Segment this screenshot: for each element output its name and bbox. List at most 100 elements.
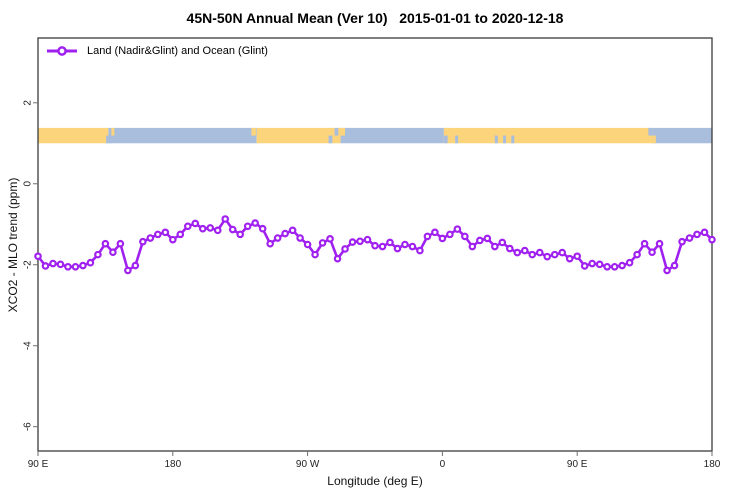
data-point-marker: [513, 248, 522, 257]
data-point-marker: [535, 248, 544, 257]
data-point-marker: [700, 228, 709, 237]
data-point-marker: [550, 250, 559, 259]
map-strip-detail: [111, 127, 115, 136]
data-point-marker: [281, 229, 289, 238]
data-point-marker: [318, 239, 327, 247]
data-point-marker: [183, 222, 192, 231]
map-strip-detail: [328, 135, 333, 144]
data-point-marker: [303, 240, 312, 249]
data-point-marker: [326, 235, 334, 243]
data-point-marker: [461, 232, 469, 241]
data-point-marker: [625, 258, 634, 267]
map-strip-segment: [340, 127, 444, 144]
data-point-marker: [588, 259, 596, 268]
map-strip-detail: [648, 127, 653, 136]
data-point-marker: [446, 230, 454, 239]
data-point-marker: [348, 238, 357, 246]
data-point-marker: [341, 245, 349, 253]
data-point-marker: [213, 226, 222, 235]
data-point-marker: [64, 262, 72, 271]
data-point-marker: [236, 230, 245, 239]
data-point-marker: [41, 262, 50, 270]
data-point-marker: [505, 244, 514, 253]
y-tick-label: -6: [23, 422, 34, 431]
data-point-marker: [655, 239, 664, 248]
data-point-marker: [371, 241, 379, 250]
map-strip-segment: [443, 127, 653, 144]
map-strip-segment: [108, 127, 257, 144]
data-point-marker: [176, 230, 185, 239]
data-point-marker: [663, 266, 671, 275]
x-tick-label: 90 E: [28, 459, 49, 470]
map-strip-detail: [511, 135, 515, 144]
y-tick-label: 2: [23, 100, 34, 106]
data-point-marker: [610, 262, 619, 271]
data-point-marker: [423, 232, 432, 241]
x-axis-title: Longitude (deg E): [327, 474, 423, 488]
map-strip-detail: [106, 135, 112, 144]
data-point-marker: [146, 234, 155, 242]
data-point-marker: [101, 239, 110, 248]
data-point-marker: [648, 248, 656, 256]
data-point-marker: [378, 242, 387, 251]
map-strip-segment: [38, 127, 109, 144]
x-tick-label: 90 W: [296, 459, 320, 470]
data-point-marker: [693, 230, 701, 239]
data-point-marker: [678, 237, 686, 246]
data-point-marker: [273, 234, 282, 242]
data-point-marker: [79, 261, 87, 270]
data-point-marker: [468, 242, 477, 251]
data-point-marker: [124, 266, 132, 275]
data-point-marker: [258, 224, 267, 233]
data-point-marker: [543, 252, 552, 261]
data-point-marker: [528, 250, 537, 259]
chart-title: 45N-50N Annual Mean (Ver 10) 2015-01-01 …: [186, 10, 564, 26]
data-point-marker: [573, 252, 582, 261]
data-point-marker: [401, 240, 409, 249]
map-strip-detail: [455, 135, 459, 144]
x-tick-label: 90 E: [567, 459, 588, 470]
map-strip-segment: [256, 127, 341, 144]
data-point-marker: [476, 236, 484, 245]
data-point-marker: [116, 239, 125, 248]
map-strip-detail: [251, 127, 256, 136]
data-point-marker: [221, 215, 230, 223]
map-strip-detail: [443, 135, 448, 144]
data-point-marker: [431, 228, 439, 237]
data-point-marker: [251, 219, 259, 227]
data-point-marker: [438, 234, 447, 243]
data-point-marker: [618, 261, 626, 270]
data-point-marker: [333, 254, 342, 263]
map-strip-detail: [334, 127, 339, 136]
plot-frame: [37, 37, 713, 452]
data-point-marker: [49, 259, 57, 268]
data-point-marker: [393, 244, 402, 253]
map-strip-detail: [652, 135, 656, 144]
data-point-marker: [71, 262, 80, 271]
data-point-marker: [139, 237, 147, 246]
data-point-marker: [580, 262, 589, 270]
data-point-marker: [356, 237, 364, 246]
x-tick-label: 180: [164, 459, 181, 470]
data-point-marker: [603, 262, 611, 271]
data-point-marker: [670, 261, 679, 270]
legend-line-marker-icon: [47, 46, 77, 56]
data-point-marker: [154, 230, 162, 239]
data-point-marker: [640, 239, 649, 248]
data-point-marker: [228, 225, 237, 234]
data-point-marker: [708, 235, 716, 244]
data-point-marker: [311, 250, 319, 259]
data-point-marker: [131, 261, 140, 270]
data-point-marker: [491, 242, 499, 251]
data-point-marker: [56, 260, 65, 269]
data-point-marker: [191, 219, 200, 228]
data-point-marker: [161, 228, 170, 237]
data-point-marker: [86, 258, 95, 267]
data-point-marker: [243, 222, 252, 231]
data-point-marker: [206, 224, 215, 232]
legend: Land (Nadir&Glint) and Ocean (Glint): [46, 45, 268, 57]
data-point-marker: [408, 242, 417, 251]
data-point-marker: [483, 234, 492, 243]
y-tick-label: -2: [23, 260, 34, 269]
